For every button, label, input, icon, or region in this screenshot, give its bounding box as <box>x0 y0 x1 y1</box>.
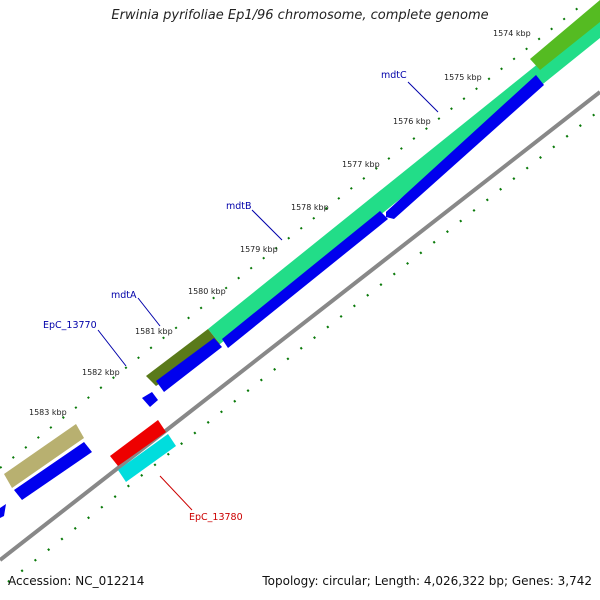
gene-label-mdtc[interactable]: mdtC <box>381 70 407 81</box>
genome-summary-text: Topology: circular; Length: 4,026,322 bp… <box>262 574 592 588</box>
cds-arrow <box>222 211 388 348</box>
cds-arrow <box>156 338 222 392</box>
gene-label-epc-13770[interactable]: EpC_13770 <box>43 320 97 331</box>
cds-arrows <box>0 75 544 518</box>
backbone <box>0 90 600 562</box>
map-title: Erwinia pyrifoliae Ep1/96 chromosome, co… <box>111 8 489 23</box>
feature-bar-green <box>208 14 600 344</box>
feature-bar-red <box>110 420 166 466</box>
label-leader-red <box>159 475 193 511</box>
feature-bar-olive <box>146 329 220 386</box>
gene-label-epc-13780[interactable]: EpC_13780 <box>189 512 243 523</box>
accession-text: Accession: NC_012214 <box>8 574 145 588</box>
cds-arrow <box>386 75 544 219</box>
tick-label: 1574 kbp <box>493 29 531 38</box>
tick-label: 1581 kbp <box>135 327 173 336</box>
feature-bar-khaki <box>4 424 84 488</box>
tick-label: 1577 kbp <box>342 160 380 169</box>
tick-label: 1583 kbp <box>29 408 67 417</box>
feature-bar-cyan <box>118 434 176 482</box>
gene-label-mdta[interactable]: mdtA <box>111 290 137 301</box>
label-leaders <box>97 81 439 367</box>
tick-label: 1582 kbp <box>82 368 120 377</box>
inner-dotted-track <box>7 109 600 583</box>
tick-label: 1579 kbp <box>240 245 278 254</box>
tick-label: 1575 kbp <box>444 73 482 82</box>
feature-bar-green-dark <box>530 0 600 70</box>
gene-label-mdtb[interactable]: mdtB <box>226 201 252 212</box>
tick-label: 1580 kbp <box>188 287 226 296</box>
cds-arrow <box>14 442 92 500</box>
tick-label: 1578 kbp <box>291 203 329 212</box>
cds-arrow <box>0 504 6 518</box>
tick-label: 1576 kbp <box>393 117 431 126</box>
cds-arrow <box>142 392 158 407</box>
